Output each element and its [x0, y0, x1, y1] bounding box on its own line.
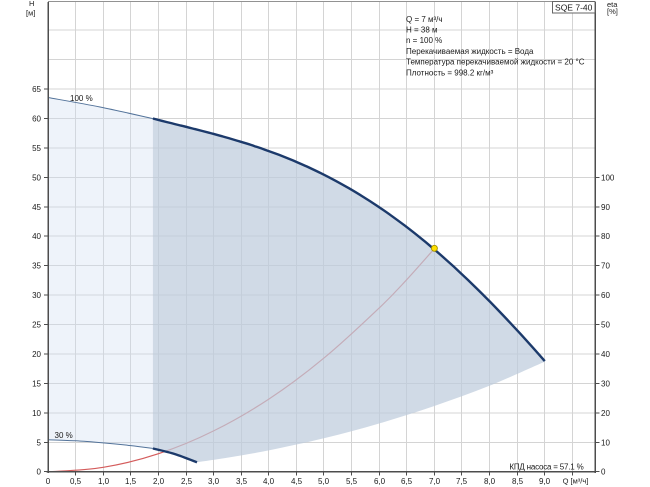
svg-text:9,0: 9,0: [539, 477, 551, 486]
svg-text:Q = 7 м³/ч: Q = 7 м³/ч: [406, 15, 443, 24]
svg-text:[%]: [%]: [607, 7, 618, 16]
svg-text:100 %: 100 %: [70, 94, 93, 103]
svg-text:7,5: 7,5: [456, 477, 468, 486]
svg-text:5,5: 5,5: [346, 477, 358, 486]
svg-text:10: 10: [601, 438, 610, 447]
svg-text:20: 20: [32, 350, 41, 359]
svg-text:3,0: 3,0: [208, 477, 220, 486]
svg-text:50: 50: [32, 173, 41, 182]
svg-text:25: 25: [32, 320, 41, 329]
svg-text:5: 5: [37, 438, 42, 447]
svg-text:6,0: 6,0: [374, 477, 386, 486]
svg-text:5,0: 5,0: [318, 477, 330, 486]
svg-text:60: 60: [601, 291, 610, 300]
svg-text:40: 40: [32, 232, 41, 241]
svg-text:H: H: [29, 0, 34, 8]
svg-text:60: 60: [32, 114, 41, 123]
svg-text:Плотность = 998.2 кг/м³: Плотность = 998.2 кг/м³: [406, 68, 494, 77]
svg-text:45: 45: [32, 203, 41, 212]
svg-text:КПД насоса = 57.1 %: КПД насоса = 57.1 %: [509, 462, 583, 471]
svg-text:0: 0: [46, 477, 51, 486]
svg-text:8,0: 8,0: [484, 477, 496, 486]
svg-text:4,5: 4,5: [291, 477, 303, 486]
svg-text:4,0: 4,0: [263, 477, 275, 486]
svg-text:Температура перекачиваемой жид: Температура перекачиваемой жидкости = 20…: [406, 58, 585, 67]
svg-text:Перекачиваемая жидкость = Вода: Перекачиваемая жидкость = Вода: [406, 47, 534, 56]
svg-text:6,5: 6,5: [401, 477, 413, 486]
svg-text:80: 80: [601, 232, 610, 241]
svg-text:65: 65: [32, 85, 41, 94]
svg-text:0: 0: [37, 468, 42, 477]
svg-text:7,0: 7,0: [429, 477, 441, 486]
svg-text:30: 30: [601, 379, 610, 388]
svg-text:55: 55: [32, 144, 41, 153]
svg-text:30: 30: [32, 291, 41, 300]
svg-text:2,0: 2,0: [153, 477, 165, 486]
svg-text:100: 100: [601, 173, 615, 182]
svg-text:3,5: 3,5: [236, 477, 248, 486]
svg-text:Q [м³/ч]: Q [м³/ч]: [563, 477, 589, 486]
svg-text:1,0: 1,0: [98, 477, 110, 486]
svg-text:50: 50: [601, 320, 610, 329]
svg-text:10: 10: [32, 409, 41, 418]
svg-text:0,5: 0,5: [70, 477, 82, 486]
svg-text:30 %: 30 %: [55, 431, 73, 440]
svg-text:SQE 7-40: SQE 7-40: [555, 2, 593, 12]
svg-text:1,5: 1,5: [125, 477, 137, 486]
svg-text:0: 0: [601, 468, 606, 477]
svg-text:20: 20: [601, 409, 610, 418]
svg-text:35: 35: [32, 261, 41, 270]
svg-text:15: 15: [32, 379, 41, 388]
svg-text:70: 70: [601, 261, 610, 270]
svg-text:eta: eta: [607, 0, 618, 9]
svg-text:n = 100 %: n = 100 %: [406, 36, 442, 45]
svg-text:H = 38 м: H = 38 м: [406, 26, 438, 35]
svg-text:8,5: 8,5: [512, 477, 524, 486]
svg-text:[м]: [м]: [26, 9, 35, 18]
svg-text:90: 90: [601, 203, 610, 212]
svg-text:40: 40: [601, 350, 610, 359]
svg-text:2,5: 2,5: [181, 477, 193, 486]
